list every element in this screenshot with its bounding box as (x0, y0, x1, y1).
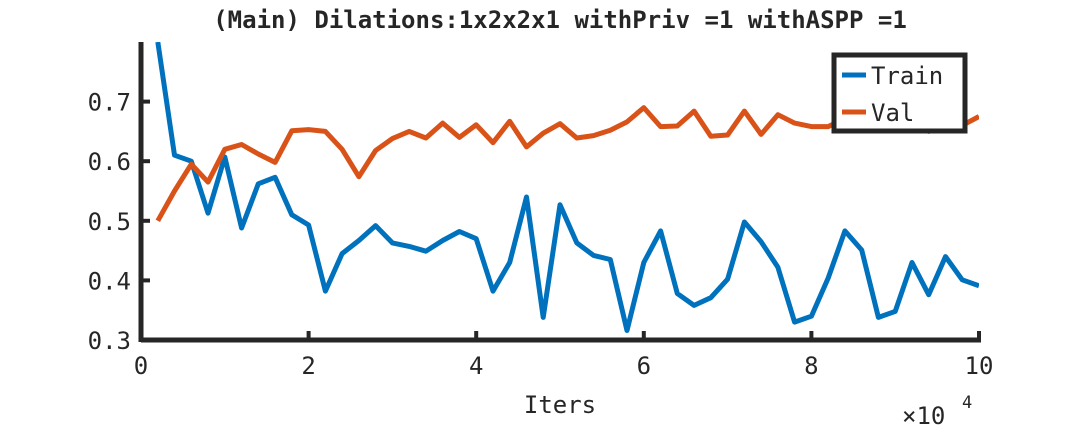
x-tick-label: 6 (637, 352, 651, 380)
x-tick-label: 0 (134, 352, 148, 380)
x-axis-exponent: ×10 4 (902, 393, 972, 430)
y-tick-label: 0.3 (88, 327, 131, 355)
series-line-train (155, 42, 979, 333)
legend-label-train: Train (871, 62, 943, 90)
x-exponent-base: ×10 (902, 402, 945, 430)
y-tick-label: 0.7 (88, 89, 131, 117)
legend-label-val: Val (871, 99, 914, 127)
x-tick-label: 4 (469, 352, 483, 380)
legend-box (831, 52, 968, 134)
y-tick-label: 0.6 (88, 148, 131, 176)
x-axis-label: Iters (524, 391, 596, 419)
x-tick-label: 8 (804, 352, 818, 380)
y-tick-label: 0.5 (88, 208, 131, 236)
chart-title: (Main) Dilations:1x2x2x1 withPriv =1 wit… (213, 6, 907, 34)
x-tick-label: 10 (965, 352, 994, 380)
x-exponent-power: 4 (962, 393, 972, 413)
legend: Train Val (831, 52, 968, 134)
y-tick-label: 0.4 (88, 267, 131, 295)
x-tick-label: 2 (301, 352, 315, 380)
